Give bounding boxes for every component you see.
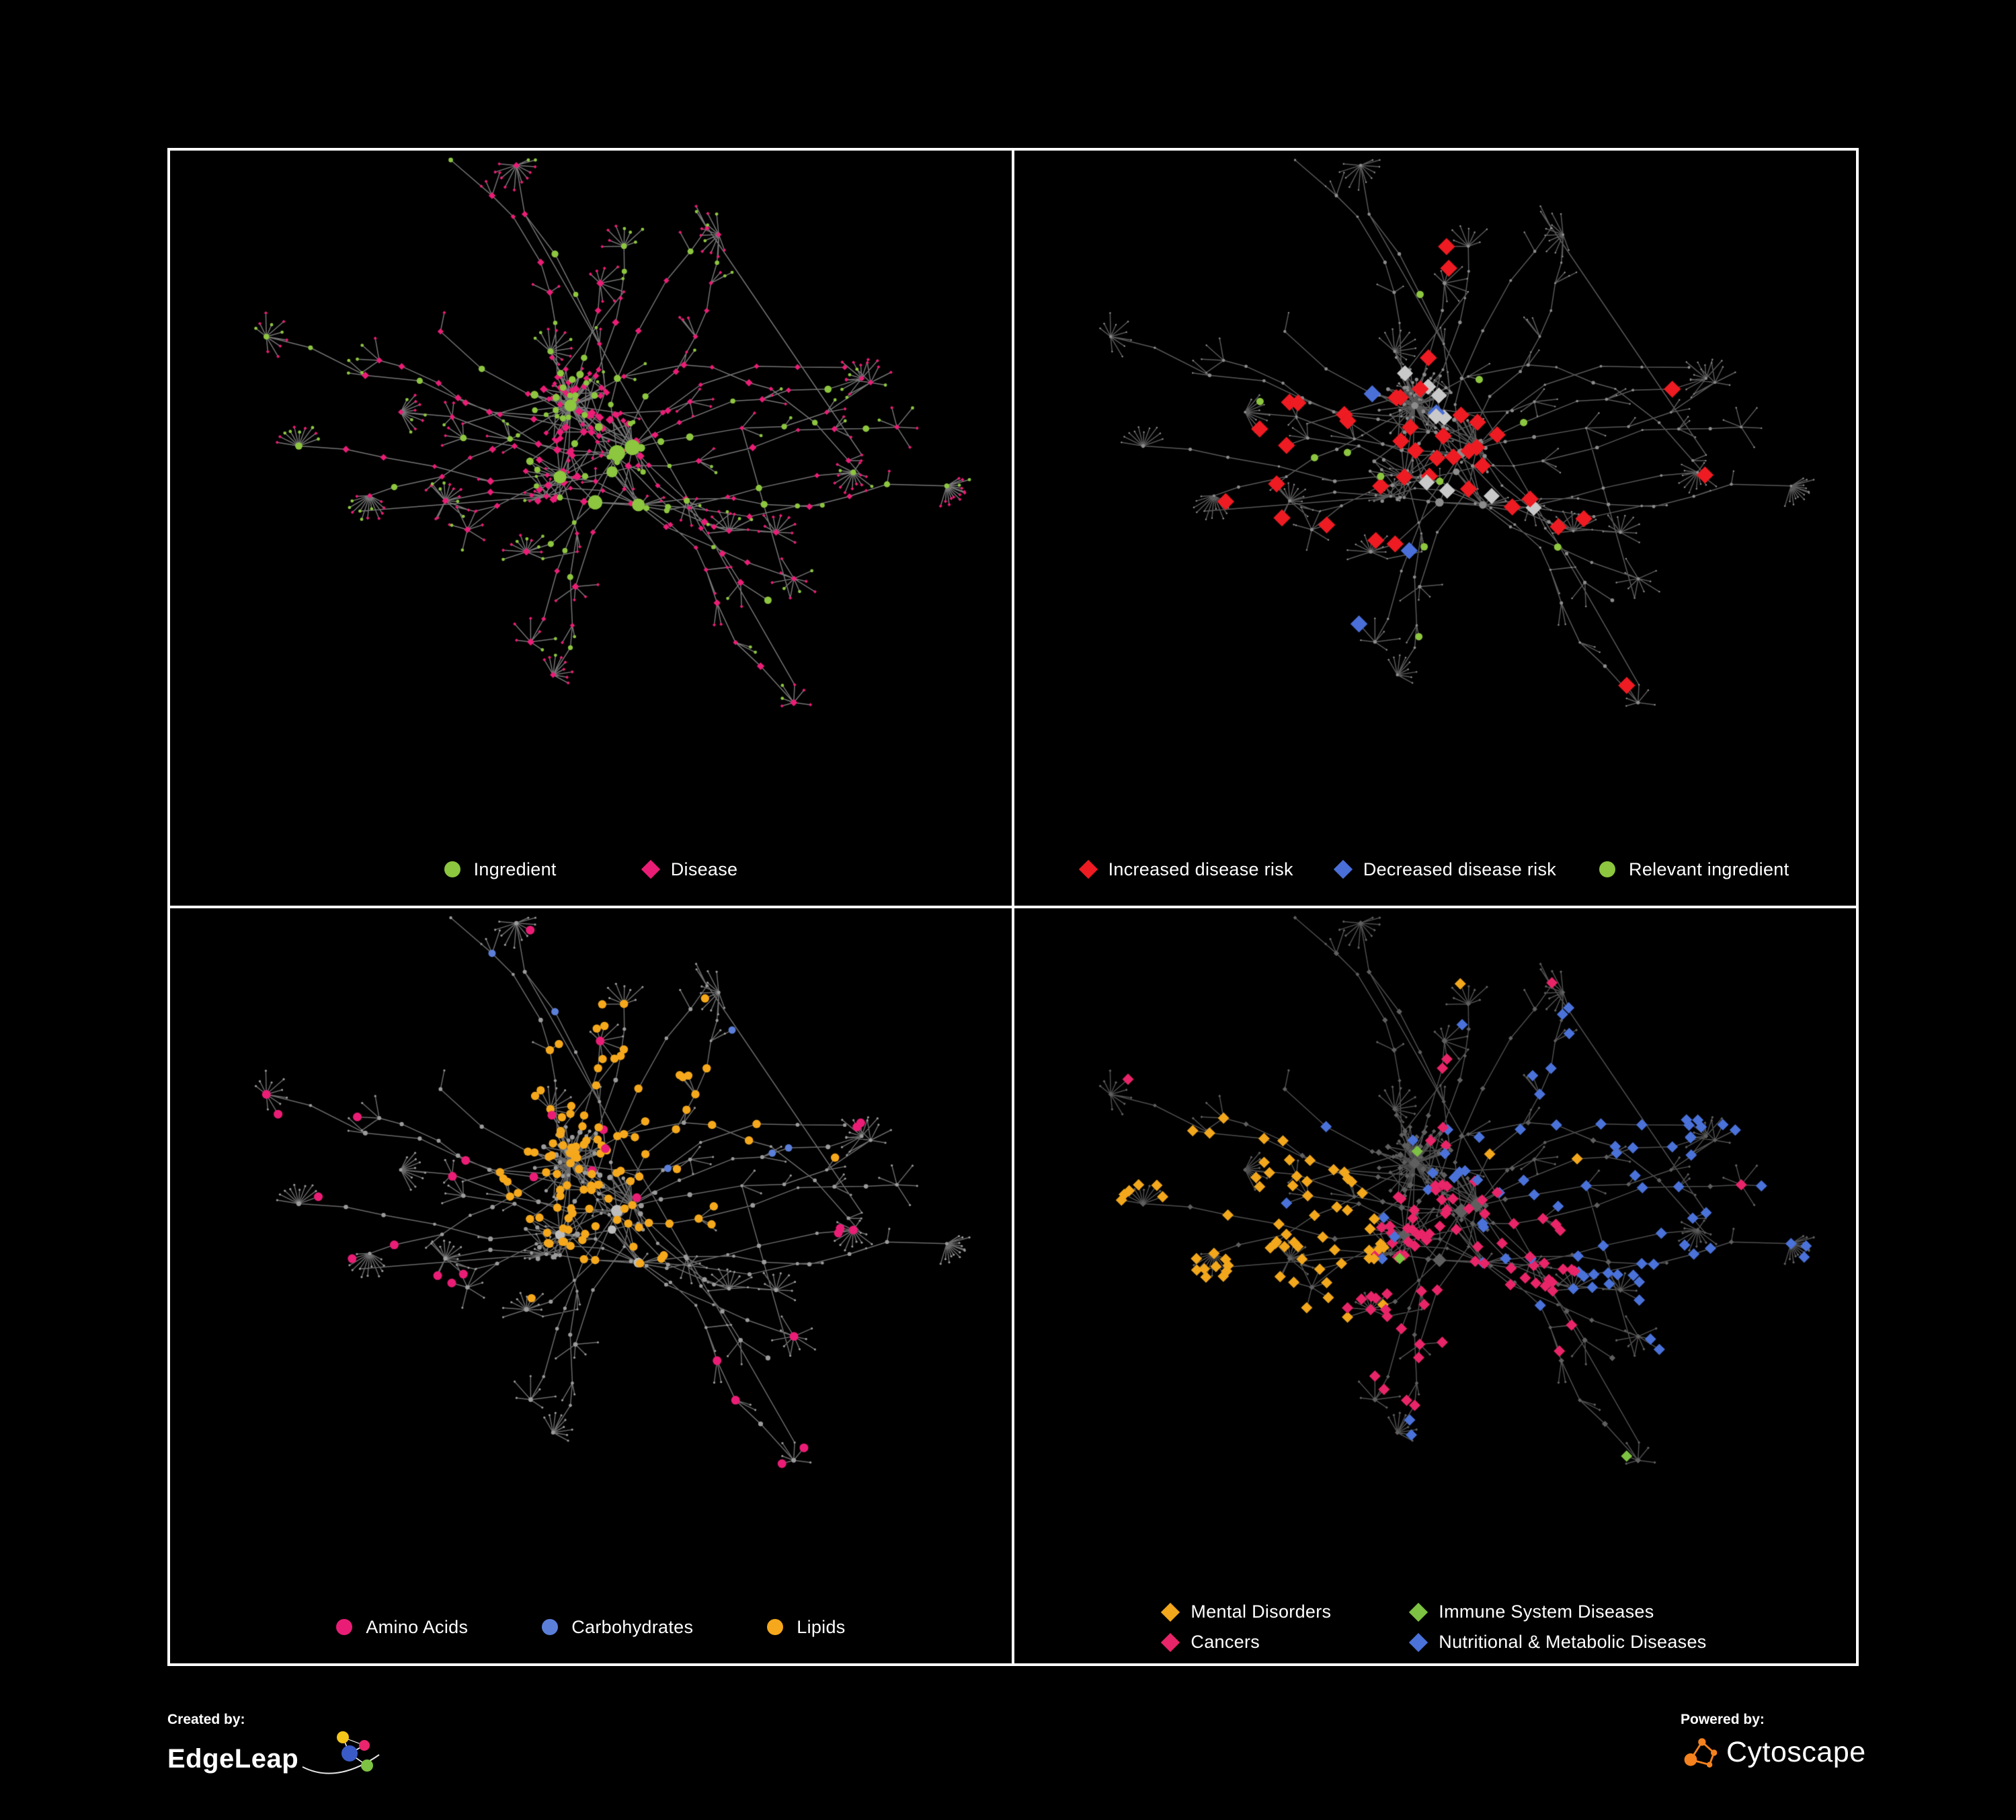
legend-macronutrients: Amino Acids Carbohydrates Lipids — [170, 1591, 1012, 1663]
legend-label: Relevant ingredient — [1629, 859, 1789, 879]
legend-item-relevant-ingredient: Relevant ingredient — [1599, 859, 1789, 880]
legend-label: Mental Disorders — [1191, 1601, 1332, 1622]
panel-macronutrient-network: Amino Acids Carbohydrates Lipids — [170, 908, 1012, 1663]
legend-disease-classes: Mental Disorders Immune System Diseases … — [1014, 1591, 1856, 1663]
macronutrient-network-canvas — [170, 908, 1012, 1593]
powered-by-credit: Powered by: Cytoscape — [1681, 1712, 1866, 1772]
immune-system-diseases-marker-icon — [1409, 1602, 1428, 1622]
panel-disease-risk-network: Increased disease risk Decreased disease… — [1014, 151, 1856, 906]
powered-by-caption: Powered by: — [1681, 1712, 1765, 1727]
relevant-ingredient-marker-icon — [1599, 861, 1616, 877]
legend-item-carbohydrates: Carbohydrates — [542, 1617, 693, 1638]
lipids-marker-icon — [767, 1619, 784, 1635]
disease-marker-icon — [641, 859, 660, 879]
cytoscape-wordmark: Cytoscape — [1726, 1735, 1866, 1768]
legend-label: Lipids — [797, 1616, 846, 1637]
cancers-marker-icon — [1161, 1632, 1180, 1652]
legend-disease-risk: Increased disease risk Decreased disease… — [1014, 833, 1856, 906]
ingredient-disease-network-canvas — [170, 151, 1012, 835]
legend-item-ingredient: Ingredient — [444, 859, 557, 880]
amino-acids-marker-icon — [336, 1619, 353, 1635]
ingredient-marker-icon — [444, 861, 460, 877]
panel-disease-class-network: Mental Disorders Immune System Diseases … — [1014, 908, 1856, 1663]
legend-label: Cancers — [1191, 1632, 1260, 1652]
increased-risk-marker-icon — [1078, 859, 1098, 879]
nutritional-metabolic-diseases-marker-icon — [1409, 1632, 1428, 1652]
carbohydrates-marker-icon — [542, 1619, 559, 1635]
legend-grid: Mental Disorders Immune System Diseases … — [1161, 1601, 1707, 1653]
legend-item-increased-risk: Increased disease risk — [1078, 859, 1293, 880]
legend-label: Carbohydrates — [571, 1616, 694, 1637]
disease-class-network-canvas — [1014, 908, 1856, 1593]
created-by-caption: Created by: — [167, 1712, 245, 1727]
legend-label: Disease — [670, 859, 738, 879]
legend-label: Decreased disease risk — [1363, 859, 1557, 879]
legend-item-mental-disorders: Mental Disorders — [1161, 1601, 1332, 1622]
legend-item-amino-acids: Amino Acids — [336, 1617, 468, 1638]
legend-item-disease: Disease — [641, 859, 738, 880]
panel-grid: Ingredient Disease Increased disease ris… — [167, 148, 1859, 1666]
legend-label: Nutritional & Metabolic Diseases — [1439, 1632, 1707, 1652]
legend-item-lipids: Lipids — [767, 1617, 845, 1638]
created-by-credit: Created by: EdgeLeap — [167, 1712, 387, 1786]
cytoscape-logo-icon — [1684, 1738, 1718, 1768]
legend-label: Immune System Diseases — [1439, 1601, 1654, 1622]
legend-item-cancers: Cancers — [1161, 1632, 1331, 1653]
legend-ingredient-disease: Ingredient Disease — [170, 833, 1012, 906]
panel-ingredient-disease-network: Ingredient Disease — [170, 151, 1012, 906]
edgeleap-logo-icon — [302, 1731, 380, 1774]
mental-disorders-marker-icon — [1161, 1602, 1180, 1622]
decreased-risk-marker-icon — [1333, 859, 1353, 879]
legend-item-immune-system-diseases: Immune System Diseases — [1409, 1601, 1706, 1622]
legend-item-decreased-risk: Decreased disease risk — [1333, 859, 1557, 880]
disease-risk-network-canvas — [1014, 151, 1856, 835]
edgeleap-wordmark: EdgeLeap — [167, 1743, 299, 1774]
legend-label: Increased disease risk — [1108, 859, 1293, 879]
legend-label: Ingredient — [473, 859, 557, 879]
legend-label: Amino Acids — [366, 1616, 469, 1637]
legend-item-nutritional-metabolic-diseases: Nutritional & Metabolic Diseases — [1409, 1632, 1707, 1653]
